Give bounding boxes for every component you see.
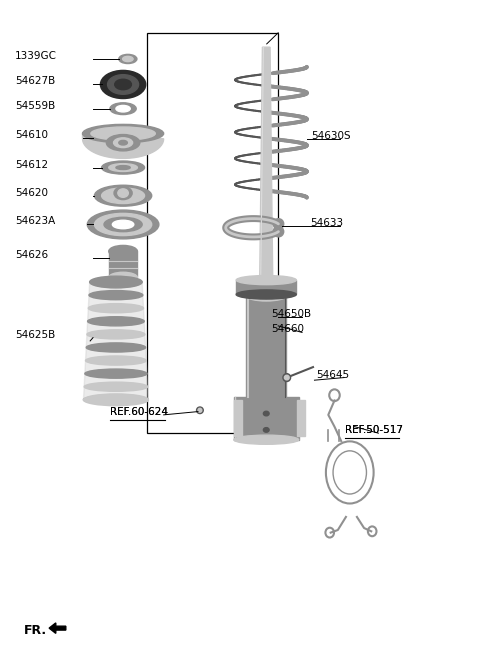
Ellipse shape xyxy=(90,276,142,288)
Ellipse shape xyxy=(95,214,152,236)
Ellipse shape xyxy=(88,317,144,326)
Text: 54612: 54612 xyxy=(15,160,48,170)
Ellipse shape xyxy=(108,75,139,95)
Ellipse shape xyxy=(83,124,164,143)
Ellipse shape xyxy=(109,164,137,171)
Text: 54626: 54626 xyxy=(15,250,48,260)
Polygon shape xyxy=(83,133,164,158)
Bar xyxy=(236,280,296,294)
Ellipse shape xyxy=(91,127,156,140)
FancyArrow shape xyxy=(49,623,66,633)
Text: 54633: 54633 xyxy=(311,218,344,229)
Text: 54630S: 54630S xyxy=(312,131,351,141)
Ellipse shape xyxy=(116,166,130,170)
Ellipse shape xyxy=(85,369,147,378)
Ellipse shape xyxy=(86,343,145,352)
Ellipse shape xyxy=(95,185,152,206)
Ellipse shape xyxy=(102,161,144,174)
Bar xyxy=(147,33,278,433)
Ellipse shape xyxy=(84,382,148,392)
Ellipse shape xyxy=(109,272,137,283)
Ellipse shape xyxy=(85,356,146,365)
Bar xyxy=(246,296,286,397)
Ellipse shape xyxy=(236,290,296,299)
Bar xyxy=(109,251,137,277)
Text: REF.50-517: REF.50-517 xyxy=(345,425,403,435)
Ellipse shape xyxy=(198,408,202,412)
Ellipse shape xyxy=(273,227,284,237)
Ellipse shape xyxy=(109,246,137,257)
Ellipse shape xyxy=(197,407,203,413)
Ellipse shape xyxy=(104,217,142,232)
Ellipse shape xyxy=(119,55,137,64)
Bar xyxy=(234,401,242,436)
Ellipse shape xyxy=(116,105,130,112)
Bar xyxy=(297,401,305,436)
Polygon shape xyxy=(260,47,273,296)
Bar xyxy=(234,397,299,440)
Ellipse shape xyxy=(107,135,140,151)
Ellipse shape xyxy=(264,411,269,416)
Ellipse shape xyxy=(118,189,128,197)
Text: 1339GC: 1339GC xyxy=(15,51,57,61)
Ellipse shape xyxy=(84,394,148,406)
Ellipse shape xyxy=(122,57,133,62)
Ellipse shape xyxy=(273,219,284,229)
Ellipse shape xyxy=(102,188,144,204)
Text: REF.50-517: REF.50-517 xyxy=(345,425,403,435)
Ellipse shape xyxy=(110,102,136,114)
Ellipse shape xyxy=(87,210,159,239)
Text: 54645: 54645 xyxy=(316,369,349,380)
Text: REF.60-624: REF.60-624 xyxy=(110,407,168,417)
Text: 54625B: 54625B xyxy=(15,330,55,340)
Text: 54660: 54660 xyxy=(271,325,304,334)
Ellipse shape xyxy=(283,374,290,382)
Ellipse shape xyxy=(88,304,144,313)
Ellipse shape xyxy=(114,138,132,148)
Polygon shape xyxy=(84,282,148,400)
Text: 54559B: 54559B xyxy=(15,101,55,110)
Text: FR.: FR. xyxy=(24,624,48,637)
Ellipse shape xyxy=(84,396,148,405)
Text: 54623A: 54623A xyxy=(15,216,55,227)
Ellipse shape xyxy=(284,375,289,380)
Ellipse shape xyxy=(100,70,146,99)
Ellipse shape xyxy=(87,330,145,339)
Ellipse shape xyxy=(234,435,299,444)
Ellipse shape xyxy=(112,220,134,229)
Ellipse shape xyxy=(89,290,143,300)
Ellipse shape xyxy=(119,141,127,145)
Ellipse shape xyxy=(115,79,132,90)
Text: 54627B: 54627B xyxy=(15,76,55,87)
Text: REF.60-624: REF.60-624 xyxy=(110,407,168,417)
Ellipse shape xyxy=(264,428,269,432)
Text: 54620: 54620 xyxy=(15,188,48,198)
Ellipse shape xyxy=(236,275,296,284)
Ellipse shape xyxy=(114,187,132,200)
Ellipse shape xyxy=(246,290,286,301)
Text: 54650B: 54650B xyxy=(271,309,311,319)
Text: 54610: 54610 xyxy=(15,130,48,140)
Ellipse shape xyxy=(90,277,142,286)
